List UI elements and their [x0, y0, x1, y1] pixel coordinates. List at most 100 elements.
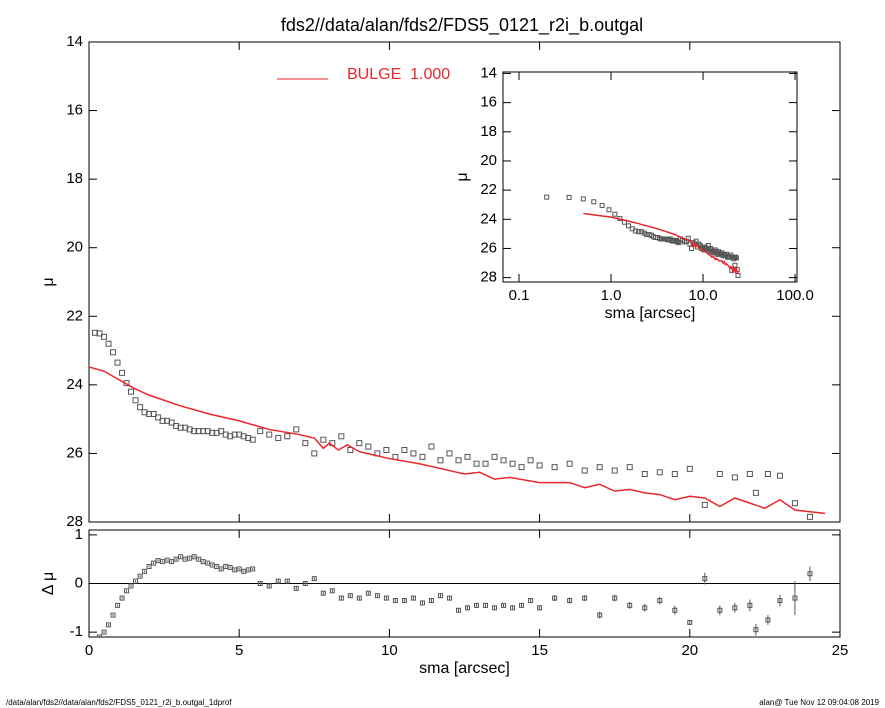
- residual-point: [160, 559, 166, 565]
- y-tick-label: 28: [480, 269, 497, 286]
- data-point: [536, 462, 543, 469]
- residual-point: [119, 595, 125, 601]
- legend-label: BULGE 1.000: [347, 66, 450, 83]
- data-point: [119, 369, 126, 376]
- residual-point: [483, 602, 489, 608]
- data-point: [596, 464, 603, 471]
- y-tick-label: 20: [480, 152, 497, 169]
- residual-point: [191, 554, 197, 560]
- residual-point: [173, 556, 179, 562]
- data-point: [114, 359, 121, 366]
- data-point: [482, 460, 489, 467]
- data-point: [500, 457, 507, 464]
- residual-point: [236, 566, 242, 572]
- y-tick-label: 28: [66, 513, 83, 530]
- data-point: [791, 500, 798, 507]
- residual-point: [501, 602, 507, 608]
- data-point: [580, 196, 586, 202]
- data-point: [428, 443, 435, 450]
- data-point: [150, 411, 157, 417]
- x-tick-label: 20: [681, 642, 698, 659]
- data-point: [356, 440, 363, 447]
- residual-point: [241, 568, 247, 574]
- residual-point: [110, 612, 116, 618]
- data-point: [110, 349, 117, 356]
- residual-point: [657, 598, 663, 604]
- data-point: [137, 404, 144, 411]
- residual-point: [93, 640, 97, 644]
- x-tick-label: 15: [531, 642, 548, 659]
- residual-point: [232, 567, 238, 573]
- y-tick-label: 18: [66, 170, 83, 187]
- data-point: [527, 457, 534, 464]
- residual-point: [245, 567, 251, 573]
- residual-point: [302, 581, 308, 586]
- data-point: [96, 330, 103, 337]
- residual-point: [807, 571, 813, 577]
- residual-point: [792, 595, 798, 601]
- residual-point: [266, 583, 272, 589]
- data-point: [347, 447, 354, 453]
- residual-point: [510, 605, 516, 611]
- y-tick-label: 14: [480, 64, 497, 81]
- data-point: [591, 199, 597, 205]
- residual-point: [164, 557, 170, 563]
- residual-point: [311, 576, 317, 582]
- residual-point: [182, 556, 188, 562]
- plot-area: [544, 194, 741, 278]
- residual-point: [672, 607, 678, 613]
- residual-point: [474, 602, 480, 608]
- x-axis-label: sma [arcsec]: [605, 305, 696, 322]
- residual-point: [410, 595, 416, 601]
- data-point: [693, 238, 699, 244]
- residual-point: [178, 554, 184, 560]
- footer-right: alan@ Tue Nov 12 09:04:08 2019: [759, 698, 879, 707]
- data-point: [671, 471, 678, 477]
- x-tick-label: 0.1: [509, 287, 530, 304]
- data-point: [446, 450, 453, 457]
- residual-point: [106, 622, 112, 628]
- data-point: [437, 457, 444, 464]
- data-point: [155, 414, 162, 421]
- residual-point: [227, 564, 233, 570]
- data-point: [401, 447, 408, 453]
- residual-point: [200, 559, 206, 565]
- y-axis-label: μ: [454, 172, 471, 181]
- data-point: [612, 211, 618, 217]
- data-point: [218, 428, 225, 435]
- residual-point: [687, 619, 693, 625]
- data-point: [419, 453, 426, 460]
- data-point: [509, 460, 516, 467]
- data-point: [731, 474, 738, 481]
- y-tick-label: 22: [480, 181, 497, 198]
- y-tick-label: 22: [66, 307, 83, 324]
- residual-point: [753, 627, 759, 633]
- data-point: [716, 471, 723, 477]
- residual-point: [582, 595, 588, 601]
- x-tick-label: 10: [381, 642, 398, 659]
- data-point: [284, 433, 291, 440]
- residual-point: [537, 605, 543, 611]
- data-point: [544, 194, 550, 200]
- data-point: [302, 440, 309, 447]
- residual-point: [567, 598, 573, 604]
- residual-point: [492, 605, 498, 611]
- data-point: [626, 464, 633, 471]
- data-point: [365, 443, 372, 450]
- footer-left: /data/alan/fds2//data/alan/fds2/FDS5_012…: [6, 698, 232, 707]
- data-point: [128, 388, 135, 395]
- plot-area: [89, 329, 826, 520]
- model-line: [583, 212, 740, 275]
- data-point: [733, 254, 739, 260]
- data-point: [764, 471, 771, 477]
- residual-point: [275, 578, 281, 584]
- data-point: [686, 465, 693, 472]
- y-tick-label: 1: [75, 526, 83, 543]
- data-point: [275, 435, 282, 441]
- x-axis-label: sma [arcsec]: [419, 660, 510, 677]
- data-point: [266, 431, 273, 438]
- data-point: [566, 194, 572, 200]
- plot-frame: [502, 71, 798, 283]
- residual-point: [612, 595, 618, 601]
- residual-point: [702, 576, 708, 582]
